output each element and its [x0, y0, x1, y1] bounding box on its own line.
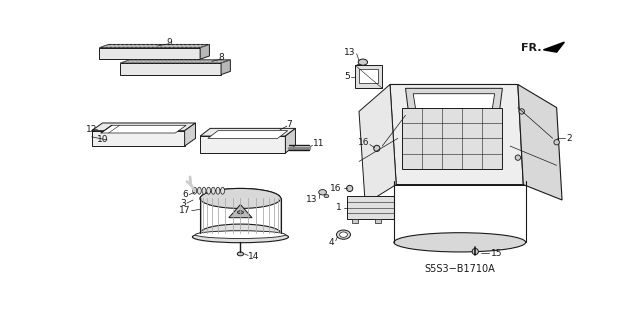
- Polygon shape: [200, 128, 296, 136]
- Text: 5: 5: [344, 72, 349, 81]
- Text: 11: 11: [312, 139, 324, 148]
- Ellipse shape: [340, 232, 348, 237]
- Ellipse shape: [200, 189, 281, 208]
- Polygon shape: [543, 42, 564, 52]
- Ellipse shape: [202, 187, 206, 194]
- Polygon shape: [208, 131, 288, 138]
- Ellipse shape: [193, 187, 196, 194]
- Polygon shape: [406, 88, 502, 119]
- Polygon shape: [120, 63, 221, 75]
- Polygon shape: [413, 94, 495, 114]
- Ellipse shape: [337, 230, 351, 239]
- Text: FR.: FR.: [520, 42, 541, 53]
- Polygon shape: [200, 136, 285, 153]
- Bar: [348, 196, 394, 219]
- Polygon shape: [285, 128, 296, 153]
- Text: 14: 14: [248, 252, 260, 261]
- Text: 12: 12: [86, 125, 97, 134]
- Text: 10: 10: [97, 136, 109, 145]
- Text: 9: 9: [166, 38, 172, 47]
- Bar: [375, 219, 381, 223]
- Ellipse shape: [193, 231, 289, 243]
- Ellipse shape: [216, 187, 220, 194]
- Ellipse shape: [195, 231, 285, 239]
- Polygon shape: [101, 125, 186, 133]
- Polygon shape: [99, 44, 209, 48]
- Text: S5S3−B1710A: S5S3−B1710A: [424, 264, 495, 274]
- Text: 16: 16: [330, 184, 342, 193]
- Ellipse shape: [356, 64, 362, 69]
- Polygon shape: [92, 123, 195, 131]
- Bar: [402, 108, 502, 169]
- Text: 2: 2: [566, 134, 572, 143]
- Text: 15: 15: [491, 249, 502, 258]
- Polygon shape: [120, 60, 230, 63]
- Text: 13: 13: [344, 48, 355, 57]
- Text: 1: 1: [336, 203, 342, 212]
- Bar: [359, 69, 378, 83]
- Text: 4: 4: [328, 238, 334, 247]
- Ellipse shape: [221, 187, 225, 194]
- Polygon shape: [99, 48, 200, 59]
- Ellipse shape: [237, 252, 244, 256]
- Ellipse shape: [207, 187, 211, 194]
- Ellipse shape: [394, 169, 525, 192]
- Ellipse shape: [358, 59, 367, 65]
- Ellipse shape: [319, 189, 326, 195]
- Ellipse shape: [554, 139, 559, 145]
- Ellipse shape: [374, 145, 380, 152]
- Text: 13: 13: [307, 196, 318, 204]
- Ellipse shape: [515, 155, 520, 160]
- Ellipse shape: [211, 187, 215, 194]
- Ellipse shape: [519, 109, 524, 114]
- Text: 7: 7: [286, 120, 292, 129]
- Polygon shape: [229, 204, 252, 218]
- Ellipse shape: [200, 224, 281, 242]
- Polygon shape: [200, 44, 209, 59]
- Ellipse shape: [347, 185, 353, 191]
- Polygon shape: [359, 85, 396, 204]
- Ellipse shape: [197, 187, 202, 194]
- Ellipse shape: [324, 195, 329, 198]
- Polygon shape: [518, 85, 562, 200]
- Ellipse shape: [237, 211, 244, 214]
- Text: 16: 16: [358, 138, 369, 147]
- Text: 8: 8: [218, 53, 224, 62]
- Bar: [394, 181, 525, 242]
- Polygon shape: [92, 131, 184, 146]
- Polygon shape: [390, 85, 524, 185]
- Text: 3: 3: [180, 198, 186, 208]
- Ellipse shape: [394, 233, 525, 252]
- Ellipse shape: [200, 189, 281, 208]
- Text: 17: 17: [179, 206, 190, 215]
- Text: 6: 6: [183, 190, 189, 199]
- Polygon shape: [221, 60, 230, 75]
- Bar: [200, 198, 281, 233]
- Bar: [352, 219, 358, 223]
- Polygon shape: [184, 123, 195, 146]
- Bar: [355, 65, 382, 88]
- Ellipse shape: [472, 249, 478, 255]
